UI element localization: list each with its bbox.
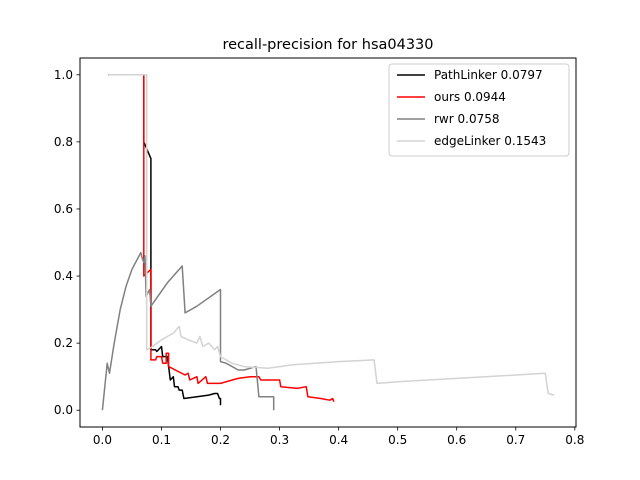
x-tick-label: 0.3 [270, 433, 289, 447]
legend-label-2: rwr 0.0758 [434, 112, 499, 126]
y-tick-label: 0.6 [54, 202, 73, 216]
legend-label-3: edgeLinker 0.1543 [434, 134, 546, 148]
x-tick-label: 0.4 [329, 433, 348, 447]
chart-title: recall-precision for hsa04330 [222, 37, 433, 53]
x-tick-label: 0.2 [211, 433, 230, 447]
plot-frame [79, 57, 577, 428]
series-line-2 [101, 251, 275, 411]
y-tick-label: 0.4 [54, 269, 73, 283]
x-tick-label: 0.6 [447, 433, 466, 447]
x-tick-label: 0.1 [152, 433, 171, 447]
y-tick-label: 1.0 [54, 68, 73, 82]
legend-label-0: PathLinker 0.0797 [434, 68, 543, 82]
x-tick-label: 0.0 [93, 433, 112, 447]
x-tick-label: 0.8 [565, 433, 584, 447]
legend: PathLinker 0.0797 ours 0.0944 rwr 0.0758 ed… [388, 63, 570, 157]
y-axis: 0.0 0.2 0.4 0.6 0.8 1.0 [54, 68, 80, 417]
legend-box [388, 63, 570, 157]
y-tick-label: 0.2 [54, 336, 73, 350]
series-line-0 [108, 74, 222, 406]
x-tick-label: 0.5 [388, 433, 407, 447]
x-tick-label: 0.7 [506, 433, 525, 447]
legend-label-1: ours 0.0944 [434, 90, 506, 104]
x-axis: 0.0 0.1 0.2 0.3 0.4 0.5 0.6 0.7 0.8 [93, 427, 584, 447]
series-line-1 [108, 74, 335, 403]
series-line-3 [108, 74, 555, 396]
series-layer [101, 74, 555, 411]
y-tick-label: 0.0 [54, 403, 73, 417]
y-tick-label: 0.8 [54, 135, 73, 149]
